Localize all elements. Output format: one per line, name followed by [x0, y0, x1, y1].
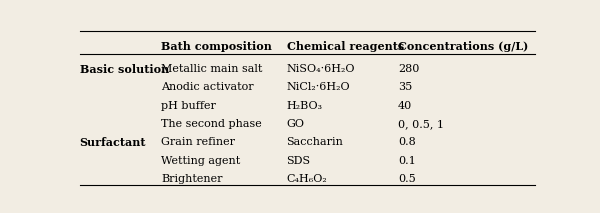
Text: Concentrations (g/L): Concentrations (g/L): [398, 40, 529, 52]
Text: 0.5: 0.5: [398, 174, 416, 184]
Text: GO: GO: [287, 119, 305, 129]
Text: NiCl₂·6H₂O: NiCl₂·6H₂O: [287, 82, 350, 92]
Text: NiSO₄·6H₂O: NiSO₄·6H₂O: [287, 64, 355, 74]
Text: 35: 35: [398, 82, 412, 92]
Text: pH buffer: pH buffer: [161, 101, 216, 111]
Text: Surfactant: Surfactant: [80, 137, 146, 148]
Text: H₂BO₃: H₂BO₃: [287, 101, 323, 111]
Text: 40: 40: [398, 101, 412, 111]
Text: The second phase: The second phase: [161, 119, 262, 129]
Text: Chemical reagents: Chemical reagents: [287, 40, 404, 52]
Text: Bath composition: Bath composition: [161, 40, 272, 52]
Text: Saccharin: Saccharin: [287, 138, 343, 147]
Text: Anodic activator: Anodic activator: [161, 82, 254, 92]
Text: Basic solution: Basic solution: [80, 63, 169, 75]
Text: 0.1: 0.1: [398, 156, 416, 166]
Text: Metallic main salt: Metallic main salt: [161, 64, 262, 74]
Text: 0.8: 0.8: [398, 138, 416, 147]
Text: Wetting agent: Wetting agent: [161, 156, 240, 166]
Text: Grain refiner: Grain refiner: [161, 138, 235, 147]
Text: C₄H₆O₂: C₄H₆O₂: [287, 174, 328, 184]
Text: 280: 280: [398, 64, 419, 74]
Text: Brightener: Brightener: [161, 174, 223, 184]
Text: 0, 0.5, 1: 0, 0.5, 1: [398, 119, 444, 129]
Text: SDS: SDS: [287, 156, 311, 166]
